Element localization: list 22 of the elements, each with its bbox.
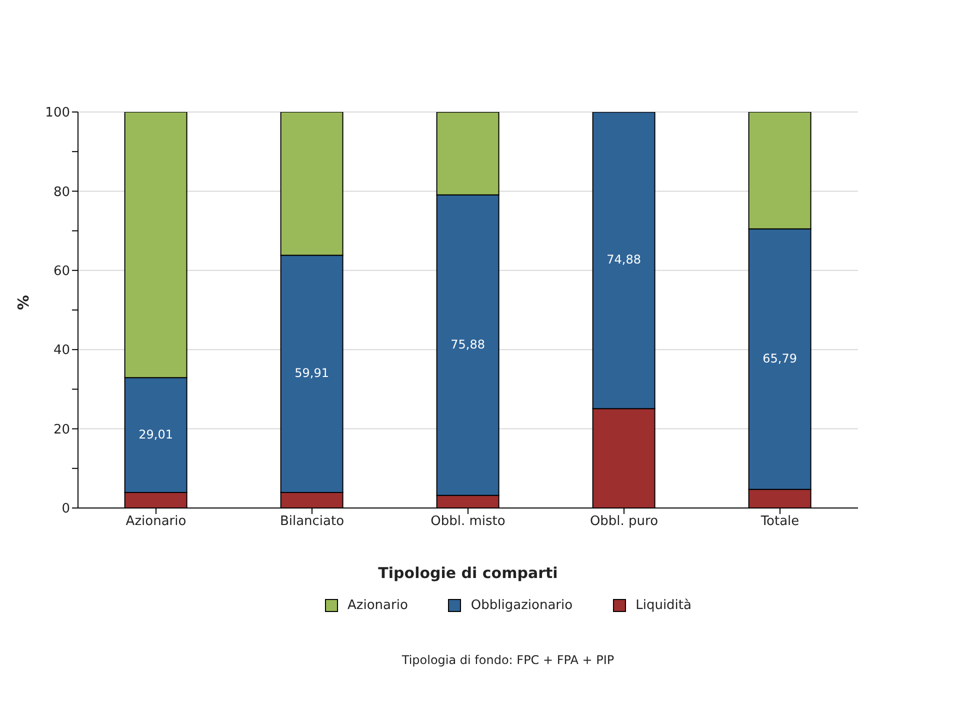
legend-label: Obbligazionario: [470, 598, 573, 613]
y-tick-label: 0: [62, 502, 70, 517]
data-label: 65,79: [762, 351, 797, 366]
y-axis-title: %: [14, 294, 32, 310]
x-tick-label: Azionario: [126, 514, 186, 530]
text: Tipologia di fondo: FPC + FPA + PIP: [400, 653, 616, 667]
data-label: 29,01: [138, 427, 173, 442]
x-tick-label: Bilanciato: [280, 514, 344, 530]
y-tick-label: 60: [53, 264, 70, 280]
legend-label: Liquidità: [636, 598, 692, 613]
data-label: 74,88: [606, 252, 641, 267]
x-tick-label: Totale: [760, 514, 800, 530]
data-label: 59,91: [294, 366, 329, 380]
x-tick-label: Obbl. misto: [430, 514, 506, 530]
x-axis-title: Tipologie di comparti: [378, 564, 558, 582]
y-tick-label: 80: [53, 184, 70, 200]
legend-label: Azionario: [348, 598, 408, 613]
x-tick-label: Obbl. puro: [590, 514, 658, 530]
y-tick-label: 100: [45, 106, 70, 121]
data-label: 75,88: [450, 337, 485, 352]
y-tick-label: 20: [53, 422, 70, 438]
y-tick-label: 40: [53, 343, 70, 358]
